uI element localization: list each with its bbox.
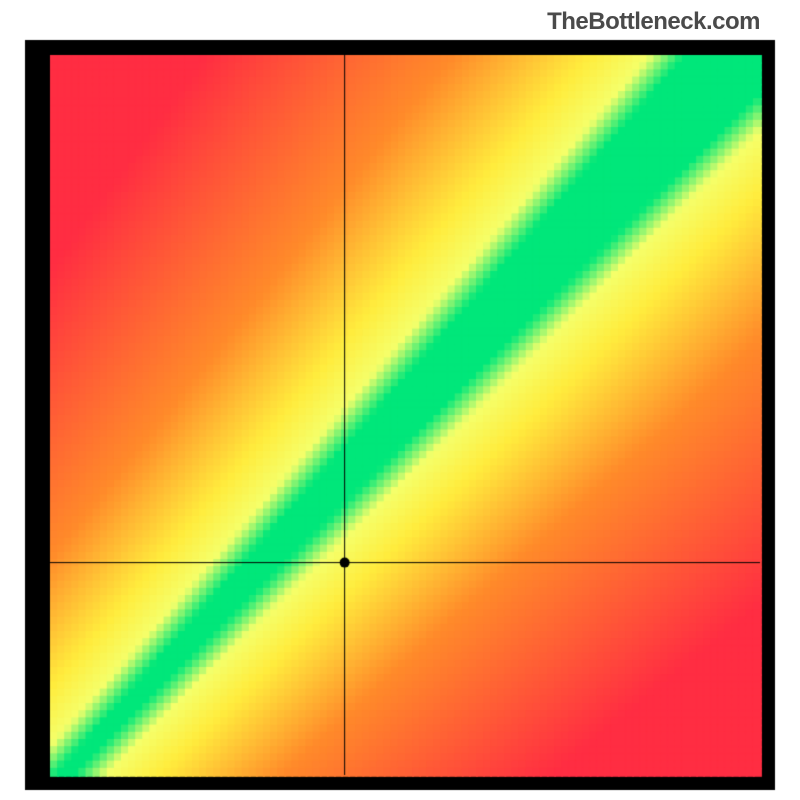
chart-container: TheBottleneck.com [0,0,800,800]
watermark-text: TheBottleneck.com [547,8,760,36]
bottleneck-heatmap [0,0,800,800]
